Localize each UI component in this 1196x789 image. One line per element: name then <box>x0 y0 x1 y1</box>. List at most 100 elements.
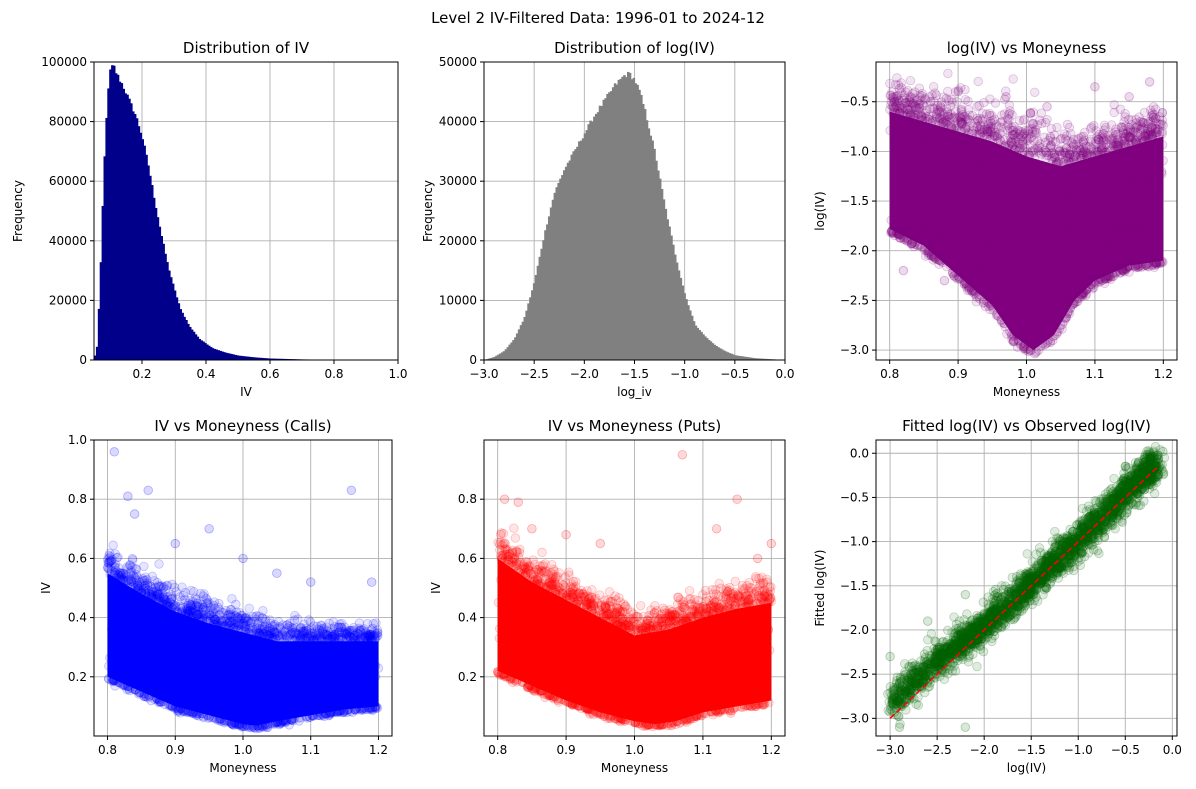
scatter-point <box>311 634 321 644</box>
scatter-point <box>1138 117 1149 127</box>
scatter-point <box>152 590 163 600</box>
scatter-point <box>217 686 227 697</box>
scatter-point <box>124 684 134 694</box>
scatter-point <box>688 604 698 615</box>
scatter-point <box>1135 120 1146 130</box>
scatter-point <box>238 553 248 564</box>
scatter-point <box>180 587 191 598</box>
scatter-point <box>209 652 220 662</box>
y-tick-label: 0.2 <box>458 670 477 684</box>
scatter-point <box>612 707 622 718</box>
scatter-point <box>896 105 906 115</box>
scatter-point <box>1137 137 1148 147</box>
scatter-point <box>673 592 683 603</box>
scatter-point <box>617 607 628 617</box>
scatter-point <box>903 109 913 119</box>
scatter-point <box>259 660 270 671</box>
scatter-point <box>373 627 383 638</box>
scatter-point <box>1147 132 1157 142</box>
scatter-point <box>713 603 724 613</box>
scatter-point <box>1009 337 1019 347</box>
scatter-point <box>189 707 199 717</box>
scatter-point <box>300 633 310 643</box>
y-tick-label: −2.5 <box>840 293 869 307</box>
scatter-point <box>599 709 609 719</box>
scatter-point <box>198 712 209 723</box>
scatter-point <box>673 592 684 603</box>
scatter-point <box>977 114 987 125</box>
histogram-bar <box>628 72 632 360</box>
scatter-point <box>311 629 321 639</box>
scatter-point <box>211 649 222 659</box>
scatter-point <box>262 719 272 729</box>
scatter-point <box>612 607 622 617</box>
scatter-point <box>580 702 591 713</box>
scatter-point <box>666 611 676 621</box>
histogram-bar <box>242 356 245 360</box>
scatter-point <box>639 706 650 716</box>
scatter-point <box>334 705 344 716</box>
scatter-point <box>664 664 675 674</box>
scatter-point <box>751 695 762 705</box>
scatter-point <box>140 572 151 582</box>
scatter-point <box>964 282 975 292</box>
scatter-point <box>1086 122 1097 132</box>
histogram-bar <box>538 256 542 360</box>
scatter-point <box>1096 169 1106 179</box>
scatter-point <box>1118 266 1128 276</box>
scatter-point <box>157 669 167 680</box>
scatter-point <box>1008 335 1019 346</box>
scatter-point <box>524 680 535 690</box>
scatter-point <box>889 119 899 129</box>
scatter-point <box>1065 158 1075 169</box>
scatter-point <box>1109 141 1119 151</box>
scatter-point <box>753 699 763 710</box>
scatter-point <box>1144 262 1154 272</box>
scatter-point <box>544 581 554 591</box>
scatter-point <box>1113 140 1124 150</box>
scatter-point <box>262 722 272 732</box>
scatter-point <box>1133 260 1143 270</box>
scatter-point <box>318 625 328 635</box>
scatter-point <box>1097 143 1108 154</box>
scatter-point <box>618 617 628 628</box>
scatter-point <box>340 628 350 638</box>
scatter-point <box>297 628 307 638</box>
scatter-point <box>644 623 654 634</box>
y-tick-label: 60000 <box>49 174 87 188</box>
scatter-point <box>1070 151 1081 161</box>
histogram-bar <box>756 358 760 360</box>
scatter-point <box>346 626 356 636</box>
scatter-point <box>1140 132 1151 142</box>
scatter-point <box>1147 131 1158 142</box>
scatter-point <box>1009 247 1019 257</box>
scatter-point <box>955 273 965 284</box>
scatter-point <box>505 586 516 596</box>
scatter-point <box>105 556 115 566</box>
scatter-point <box>595 538 605 549</box>
scatter-point <box>1006 182 1016 193</box>
scatter-point <box>111 572 122 583</box>
scatter-point <box>711 705 721 716</box>
scatter-point <box>1119 117 1129 127</box>
scatter-point <box>230 623 240 633</box>
scatter-point <box>1025 108 1036 118</box>
scatter-point <box>304 615 314 625</box>
scatter-point <box>110 568 121 578</box>
scatter-point <box>202 710 212 720</box>
scatter-point <box>343 627 354 637</box>
histogram-bar <box>679 277 683 360</box>
scatter-point <box>214 620 224 631</box>
scatter-point <box>230 611 240 621</box>
scatter-point <box>603 647 613 657</box>
scatter-point <box>541 581 552 592</box>
scatter-point <box>692 608 702 618</box>
scatter-point <box>684 636 694 646</box>
scatter-point <box>1122 218 1133 228</box>
scatter-point <box>1124 132 1134 143</box>
scatter-point <box>237 610 247 621</box>
scatter-point <box>312 710 323 720</box>
scatter-point <box>616 621 626 632</box>
scatter-point <box>649 720 660 730</box>
scatter-point <box>620 621 630 631</box>
